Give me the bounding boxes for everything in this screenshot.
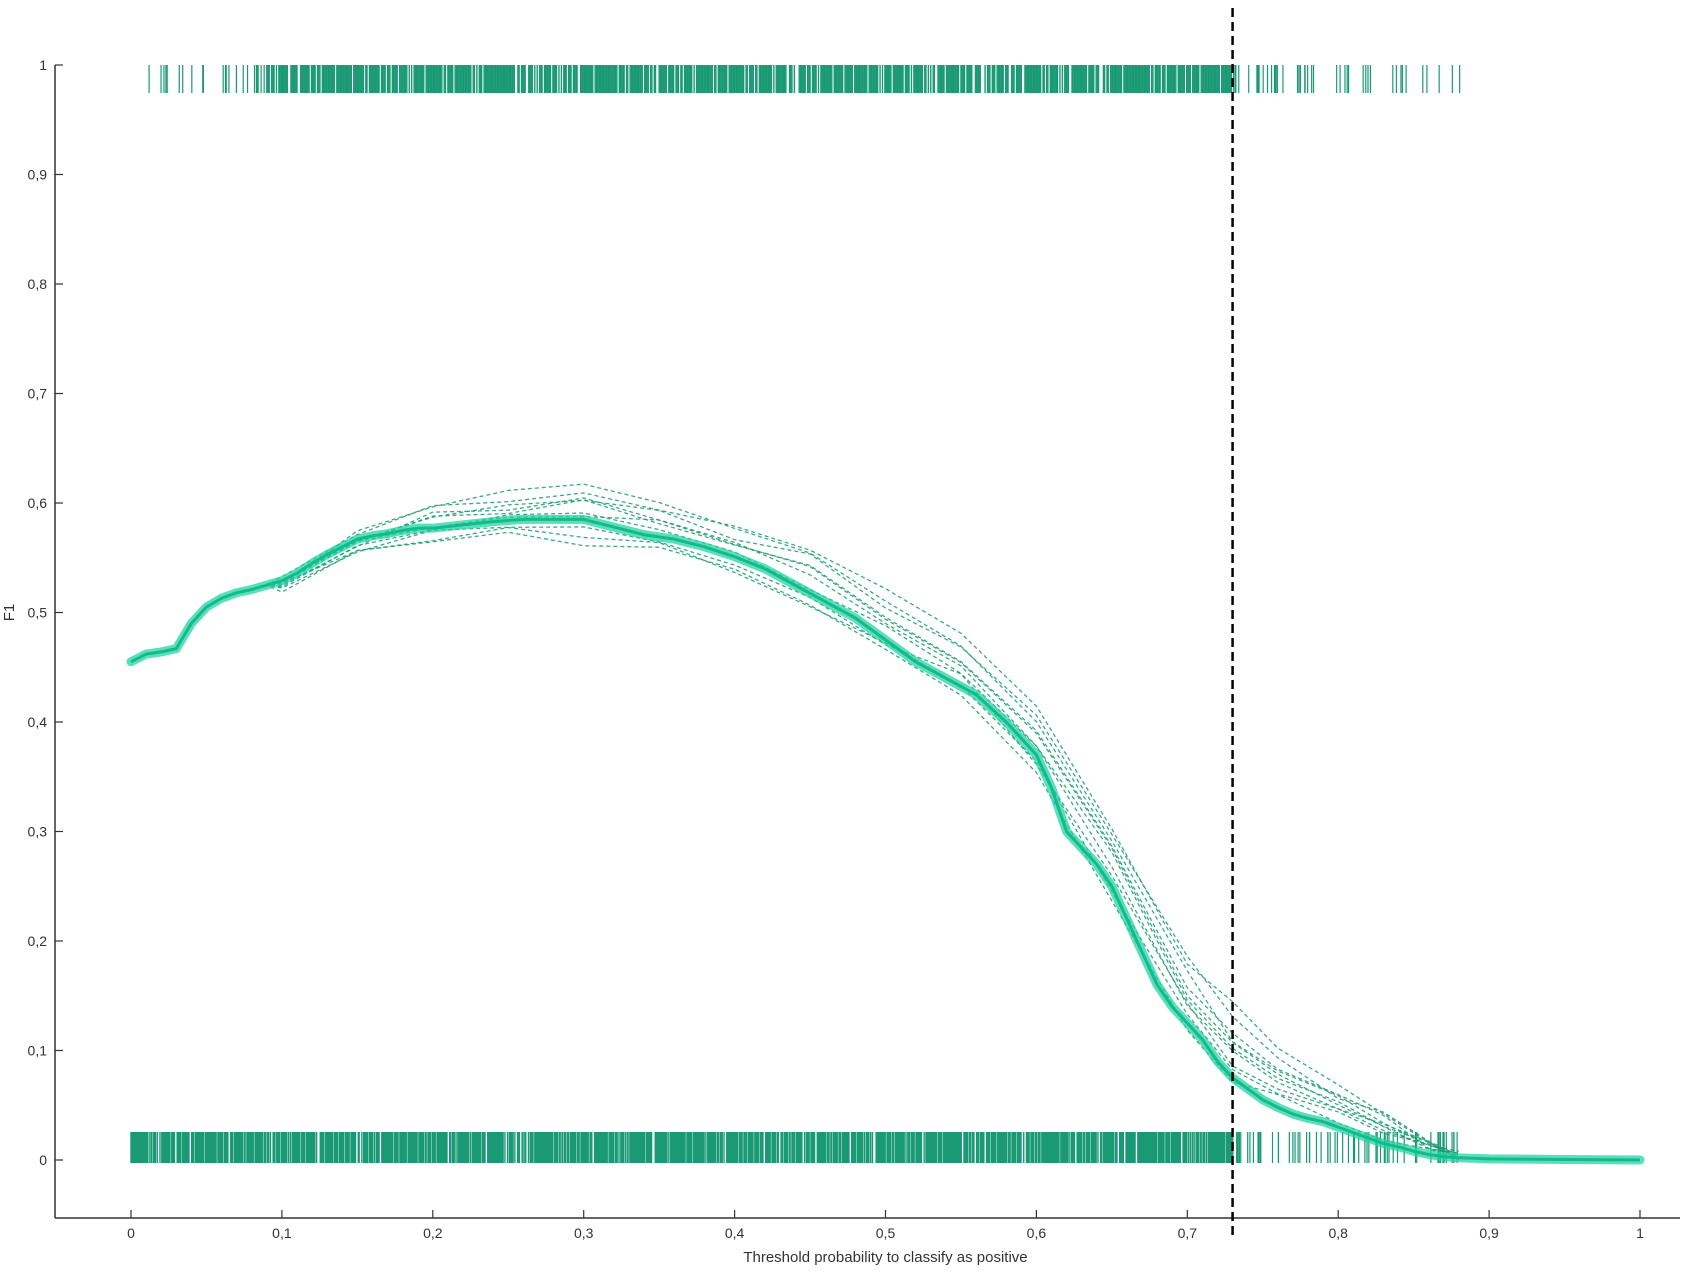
x-tick-label: 0,6: [1027, 1225, 1047, 1241]
y-tick-label: 0: [39, 1152, 47, 1168]
rug-plot: [130, 65, 1461, 1163]
y-tick-label: 0,5: [28, 605, 48, 621]
fold-curve: [130, 531, 1460, 1156]
y-axis-title: F1: [1, 604, 18, 622]
y-tick-label: 0,6: [28, 495, 48, 511]
fold-curve: [130, 526, 1460, 1155]
fold-curve: [130, 526, 1460, 1160]
y-tick-label: 0,8: [28, 276, 48, 292]
x-tick-label: 0,1: [272, 1225, 292, 1241]
fold-curve: [130, 499, 1460, 1157]
x-tick-label: 0,2: [423, 1225, 443, 1241]
y-tick-label: 0,3: [28, 824, 48, 840]
y-tick-label: 0,9: [28, 167, 48, 183]
fold-curve: [130, 492, 1460, 1158]
axis-labels: Threshold probability to classify as pos…: [1, 604, 1028, 1266]
fold-curve: [130, 515, 1460, 1161]
y-tick-label: 0,1: [28, 1043, 48, 1059]
x-tick-label: 0,7: [1178, 1225, 1198, 1241]
mean-curve-band: [126, 514, 1645, 1165]
fold-curve: [130, 497, 1460, 1160]
y-tick-label: 0,7: [28, 386, 48, 402]
axes: 0 0,1 0,2 0,3 0,4 0,5 0,6 0,7 0,8 0,9 1 0 0,1 0,2 0,3 0…: [28, 57, 1680, 1241]
x-tick-label: 0,5: [876, 1225, 896, 1241]
mean-curve-line: [130, 517, 1641, 1162]
y-tick-label: 0,2: [28, 933, 48, 949]
x-tick-label: 1: [1636, 1225, 1644, 1241]
x-tick-label: 0,3: [574, 1225, 594, 1241]
x-tick-label: 0,9: [1479, 1225, 1499, 1241]
x-tick-label: 0,8: [1328, 1225, 1348, 1241]
x-axis-title: Threshold probability to classify as pos…: [743, 1249, 1027, 1266]
mean-curve: [126, 514, 1645, 1165]
x-tick-label: 0,4: [725, 1225, 745, 1241]
x-tick-label: 0: [127, 1225, 135, 1241]
y-tick-label: 1: [39, 57, 47, 73]
fold-curve: [130, 512, 1460, 1161]
y-tick-label: 0,4: [28, 714, 48, 730]
